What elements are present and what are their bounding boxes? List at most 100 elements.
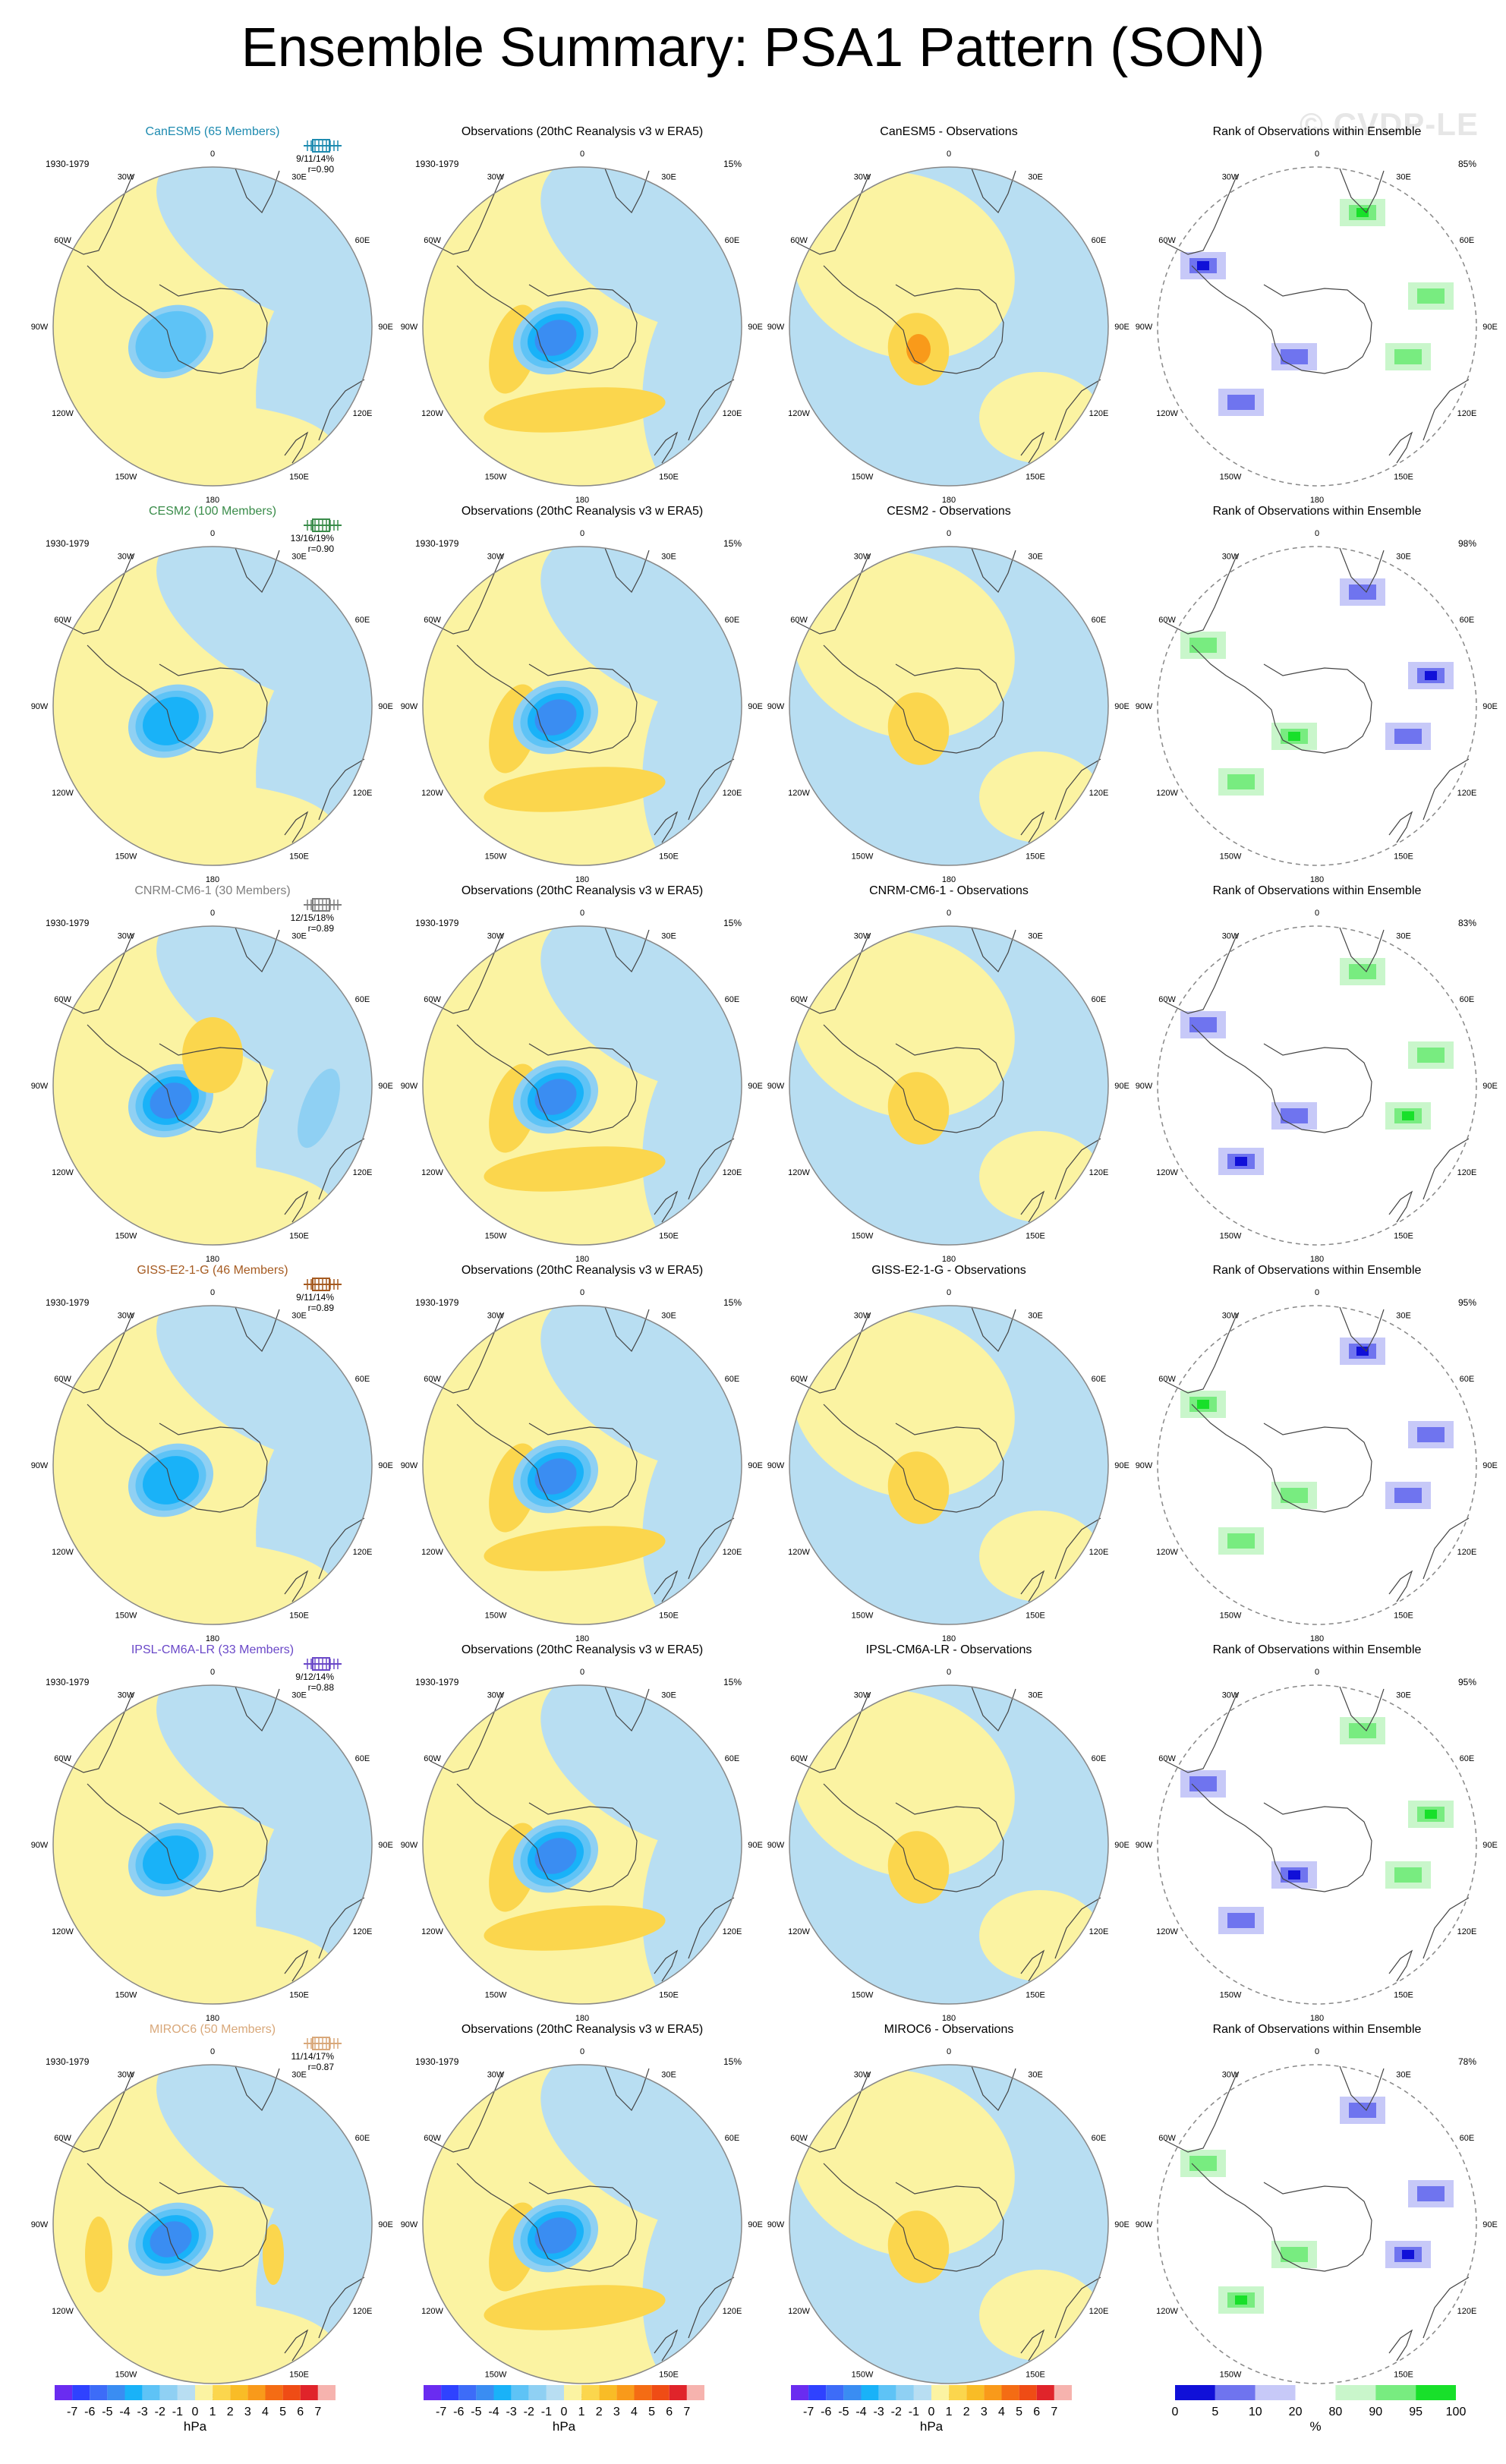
longitude-label: 60E — [1092, 1754, 1107, 1763]
colorbar-swatch — [686, 2385, 704, 2400]
longitude-label: 90E — [1114, 1082, 1130, 1091]
coastline — [1423, 1138, 1470, 1200]
map-border — [789, 166, 1109, 487]
rank-panel: Rank of Observations within Ensemble 98% 0… — [1136, 505, 1498, 884]
longitude-label: 150W — [485, 1611, 507, 1620]
map-background — [1158, 1306, 1476, 1624]
longitude-label: 150E — [289, 1231, 309, 1240]
longitude-label: 150W — [485, 2370, 507, 2379]
coastline — [318, 1138, 365, 1200]
longitude-label: 30W — [1222, 1691, 1240, 1700]
longitude-label: 30W — [854, 1312, 871, 1321]
longitude-label: 120W — [788, 409, 810, 418]
coastline — [60, 1692, 134, 1773]
colorbar-unit: % — [1309, 2419, 1321, 2434]
colorbar-swatch — [177, 2385, 195, 2400]
variance-boxplot — [304, 139, 342, 153]
map-border — [422, 1684, 742, 2005]
coastline — [87, 1024, 268, 1133]
yellow-region — [792, 931, 1015, 1119]
rank-title: Rank of Observations within Ensemble — [1213, 1643, 1422, 1656]
longitude-label: 150W — [852, 1611, 874, 1620]
high-contour — [484, 2285, 666, 2330]
coastline — [87, 1783, 268, 1892]
coastlines — [1164, 1686, 1470, 1982]
variance-stats: 13/16/19% — [291, 533, 335, 544]
longitude-label: 30W — [487, 1312, 505, 1321]
coastline — [318, 2277, 365, 2339]
model-panel: IPSL-CM6A-LR (33 Members) 1930-1979 9/12/1… — [31, 1643, 393, 2023]
rank-cell — [1189, 638, 1217, 653]
longitude-label: 90E — [378, 1841, 393, 1850]
map-border — [1157, 925, 1477, 1246]
colorbar-swatch — [441, 2385, 459, 2400]
colorbar-tick: 7 — [1051, 2406, 1057, 2418]
colorbar-swatch — [826, 2385, 844, 2400]
coastline — [430, 174, 503, 255]
pattern-correlation: r=0.90 — [308, 164, 335, 175]
longitude-label: 90E — [1482, 1082, 1498, 1091]
period-label: 1930-1979 — [46, 159, 90, 169]
longitude-label: 90W — [767, 323, 785, 332]
longitude-label: 60W — [424, 2134, 441, 2143]
longitude-label: 90W — [767, 1841, 785, 1850]
coastlines — [60, 2065, 365, 2362]
colorbar-tick: 4 — [262, 2406, 269, 2418]
longitude-label: 90W — [31, 702, 49, 711]
coastline — [604, 927, 650, 973]
model-title: MIROC6 (50 Members) — [150, 2023, 276, 2036]
rank-percent: 95% — [1458, 1677, 1476, 1687]
longitude-label: 150E — [1026, 1611, 1045, 1620]
longitude-label: 120E — [1457, 1168, 1477, 1177]
longitude-label: 120E — [1457, 2307, 1477, 2316]
map-border — [422, 546, 742, 866]
longitude-label: 60W — [424, 236, 441, 245]
rank-cell — [1394, 349, 1422, 364]
variance-boxplot — [304, 1278, 342, 1291]
coastline — [235, 927, 280, 973]
map-border — [422, 925, 742, 1246]
high-contour — [85, 2217, 112, 2292]
coastline — [318, 758, 365, 821]
colorbar-swatch — [1215, 2385, 1256, 2400]
coastline — [1339, 1306, 1385, 1353]
longitude-label: 60W — [790, 995, 808, 1004]
map-border — [52, 925, 373, 1246]
pattern-correlation: r=0.89 — [308, 1303, 335, 1313]
longitude-label: 30E — [1396, 553, 1411, 562]
longitude-label: 180 — [206, 1255, 219, 1264]
rank-percent: 83% — [1458, 918, 1476, 928]
longitude-label: 30E — [661, 2071, 676, 2080]
rank-cell — [1356, 208, 1369, 217]
coastlines — [796, 1686, 1101, 1982]
coastline — [235, 168, 280, 214]
longitude-label: 90E — [748, 2220, 763, 2229]
map-field — [423, 1306, 742, 1624]
coastline — [60, 1312, 134, 1394]
coastline — [604, 547, 650, 594]
longitude-label: 60E — [1460, 995, 1475, 1004]
map-field — [53, 547, 372, 865]
coastline — [654, 1949, 679, 1982]
map-background — [1158, 1685, 1476, 2004]
map-border — [422, 1305, 742, 1625]
longitude-label: 0 — [210, 2047, 215, 2056]
map-field — [789, 167, 1108, 486]
colorbar-swatch — [142, 2385, 160, 2400]
coastlines — [796, 547, 1101, 843]
longitude-label: 180 — [1310, 1634, 1324, 1643]
coastline — [654, 431, 679, 464]
longitude-label: 30E — [1396, 1312, 1411, 1321]
longitude-label: 60E — [1460, 1375, 1475, 1384]
coastline — [430, 933, 503, 1014]
coastline — [823, 265, 1004, 374]
period-label: 1930-1979 — [46, 1297, 90, 1308]
colorbar-swatch — [1295, 2385, 1336, 2400]
coastline — [971, 2065, 1016, 2112]
longitude-label: 30E — [291, 1691, 307, 1700]
coastline — [430, 2072, 503, 2153]
colorbar-tick: 0 — [1172, 2406, 1179, 2418]
coastline — [1388, 811, 1413, 843]
longitude-label: 0 — [580, 150, 584, 159]
longitude-label: 90W — [401, 1461, 418, 1470]
